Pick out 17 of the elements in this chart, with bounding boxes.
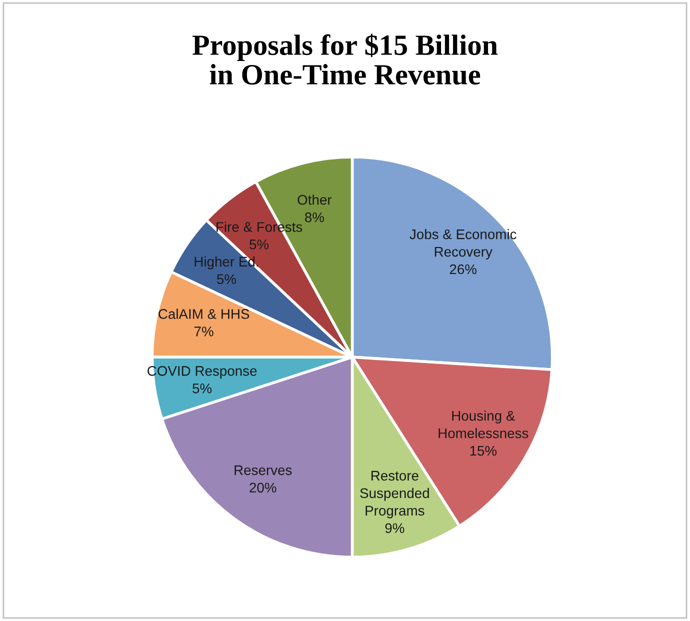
data-label: 7%: [194, 326, 214, 336]
data-label: 26%: [450, 264, 477, 274]
slice-label: Fire & Forests: [216, 222, 302, 232]
slice-label: CalAIM & HHS: [158, 308, 250, 319]
slice-label: Higher Ed.: [194, 256, 258, 270]
data-label: 20%: [250, 482, 276, 493]
slice-label: Other: [298, 194, 332, 205]
data-label: 5%: [192, 384, 212, 394]
slice-label: Housing & Homelessness: [438, 410, 528, 438]
data-label: 5%: [250, 240, 269, 250]
data-label: 8%: [304, 212, 324, 222]
slice-label: Reserves: [234, 465, 292, 476]
slice-label: Restore Suspended Programs: [360, 470, 429, 518]
chart-title: Proposals for $15 Billion in One-Time Revenue: [192, 34, 498, 85]
data-label: 9%: [385, 523, 404, 534]
data-label: 5%: [216, 274, 236, 284]
data-label: 15%: [470, 446, 497, 456]
